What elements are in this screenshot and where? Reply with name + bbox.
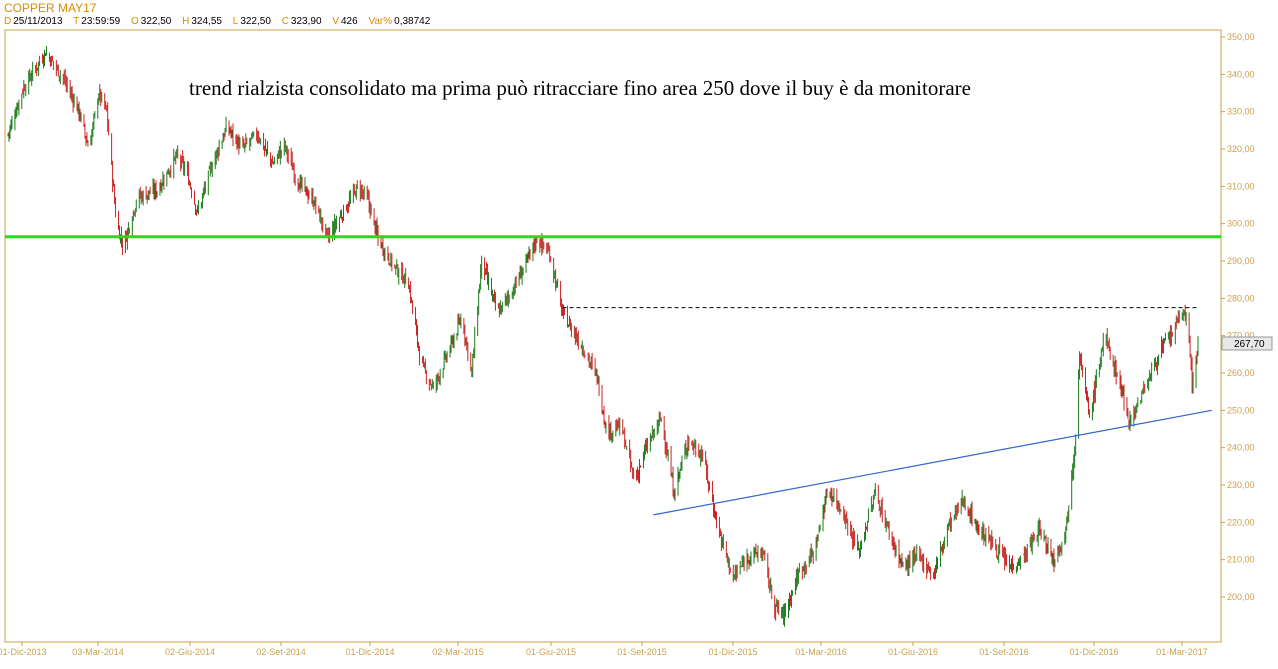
info-key-date: D xyxy=(4,16,12,27)
x-tick-label: 01-Dic-2016 xyxy=(1069,647,1118,657)
info-value-date: 25/11/2013 xyxy=(13,16,63,27)
plot-frame xyxy=(4,29,1222,643)
x-axis: 01-Dic-2013 03-Mar-2014 02-Giu-2014 02-Set-… xyxy=(0,642,1208,657)
info-value-volume: 426 xyxy=(340,16,358,27)
chart-title: COPPER MAY17 xyxy=(4,1,97,15)
y-tick-label: 270,00 xyxy=(1227,331,1255,341)
x-tick-label: 01-Dic-2013 xyxy=(0,647,47,657)
x-tick-label: 01-Mar-2017 xyxy=(1156,647,1208,657)
y-tick-label: 210,00 xyxy=(1227,555,1255,565)
overlays-group xyxy=(5,235,1221,516)
info-value-time: 23:59:59 xyxy=(81,16,121,27)
y-tick-label: 320,00 xyxy=(1227,144,1255,154)
info-key-open: O xyxy=(130,16,139,27)
x-tick-label: 01-Giu-2015 xyxy=(526,647,576,657)
last-price-label: 267,70 xyxy=(1234,339,1265,350)
y-tick-label: 340,00 xyxy=(1227,69,1255,79)
y-tick-label: 290,00 xyxy=(1227,256,1255,266)
y-axis: 350,00 340,00 330,00 320,00 310,00 300,00 290,… xyxy=(1221,32,1255,602)
info-key-high: H xyxy=(182,16,190,27)
info-key-var: Var% xyxy=(368,16,393,27)
x-tick-label: 01-Mar-2016 xyxy=(795,647,847,657)
y-tick-label: 220,00 xyxy=(1227,517,1255,527)
y-tick-label: 250,00 xyxy=(1227,405,1255,415)
x-tick-label: 02-Mar-2015 xyxy=(432,647,484,657)
y-tick-label: 310,00 xyxy=(1227,181,1255,191)
x-tick-label: 02-Giu-2014 xyxy=(165,647,215,657)
y-tick-label: 230,00 xyxy=(1227,480,1255,490)
info-value-high: 324,55 xyxy=(191,16,222,27)
info-value-low: 322,50 xyxy=(240,16,271,27)
last-price-box xyxy=(1221,336,1273,351)
x-tick-label: 01-Dic-2014 xyxy=(345,647,394,657)
x-tick-label: 01-Set-2015 xyxy=(617,647,667,657)
y-tick-label: 200,00 xyxy=(1227,592,1255,602)
y-tick-label: 240,00 xyxy=(1227,443,1255,453)
y-tick-label: 350,00 xyxy=(1227,32,1255,42)
info-key-time: T xyxy=(73,16,80,27)
info-value-var: 0,38742 xyxy=(394,16,431,27)
rising-trendline xyxy=(653,409,1212,516)
y-tick-label: 280,00 xyxy=(1227,293,1255,303)
info-key-close: C xyxy=(281,16,289,27)
x-tick-label: 01-Giu-2016 xyxy=(888,647,938,657)
y-tick-label: 260,00 xyxy=(1227,368,1255,378)
y-tick-label: 330,00 xyxy=(1227,107,1255,117)
info-value-close: 323,90 xyxy=(290,16,322,27)
info-key-volume: V xyxy=(332,16,339,27)
x-tick-label: 03-Mar-2014 xyxy=(72,647,124,657)
x-tick-label: 02-Set-2014 xyxy=(256,647,306,657)
x-tick-label: 01-Set-2016 xyxy=(979,647,1029,657)
x-tick-label: 01-Dic-2015 xyxy=(708,647,757,657)
candles-group xyxy=(7,46,1199,627)
info-key-low: L xyxy=(232,16,239,27)
info-value-open: 322,50 xyxy=(140,16,172,27)
chart-annotation: trend rialzista consolidato ma prima può… xyxy=(189,76,971,100)
y-tick-label: 300,00 xyxy=(1227,219,1255,229)
